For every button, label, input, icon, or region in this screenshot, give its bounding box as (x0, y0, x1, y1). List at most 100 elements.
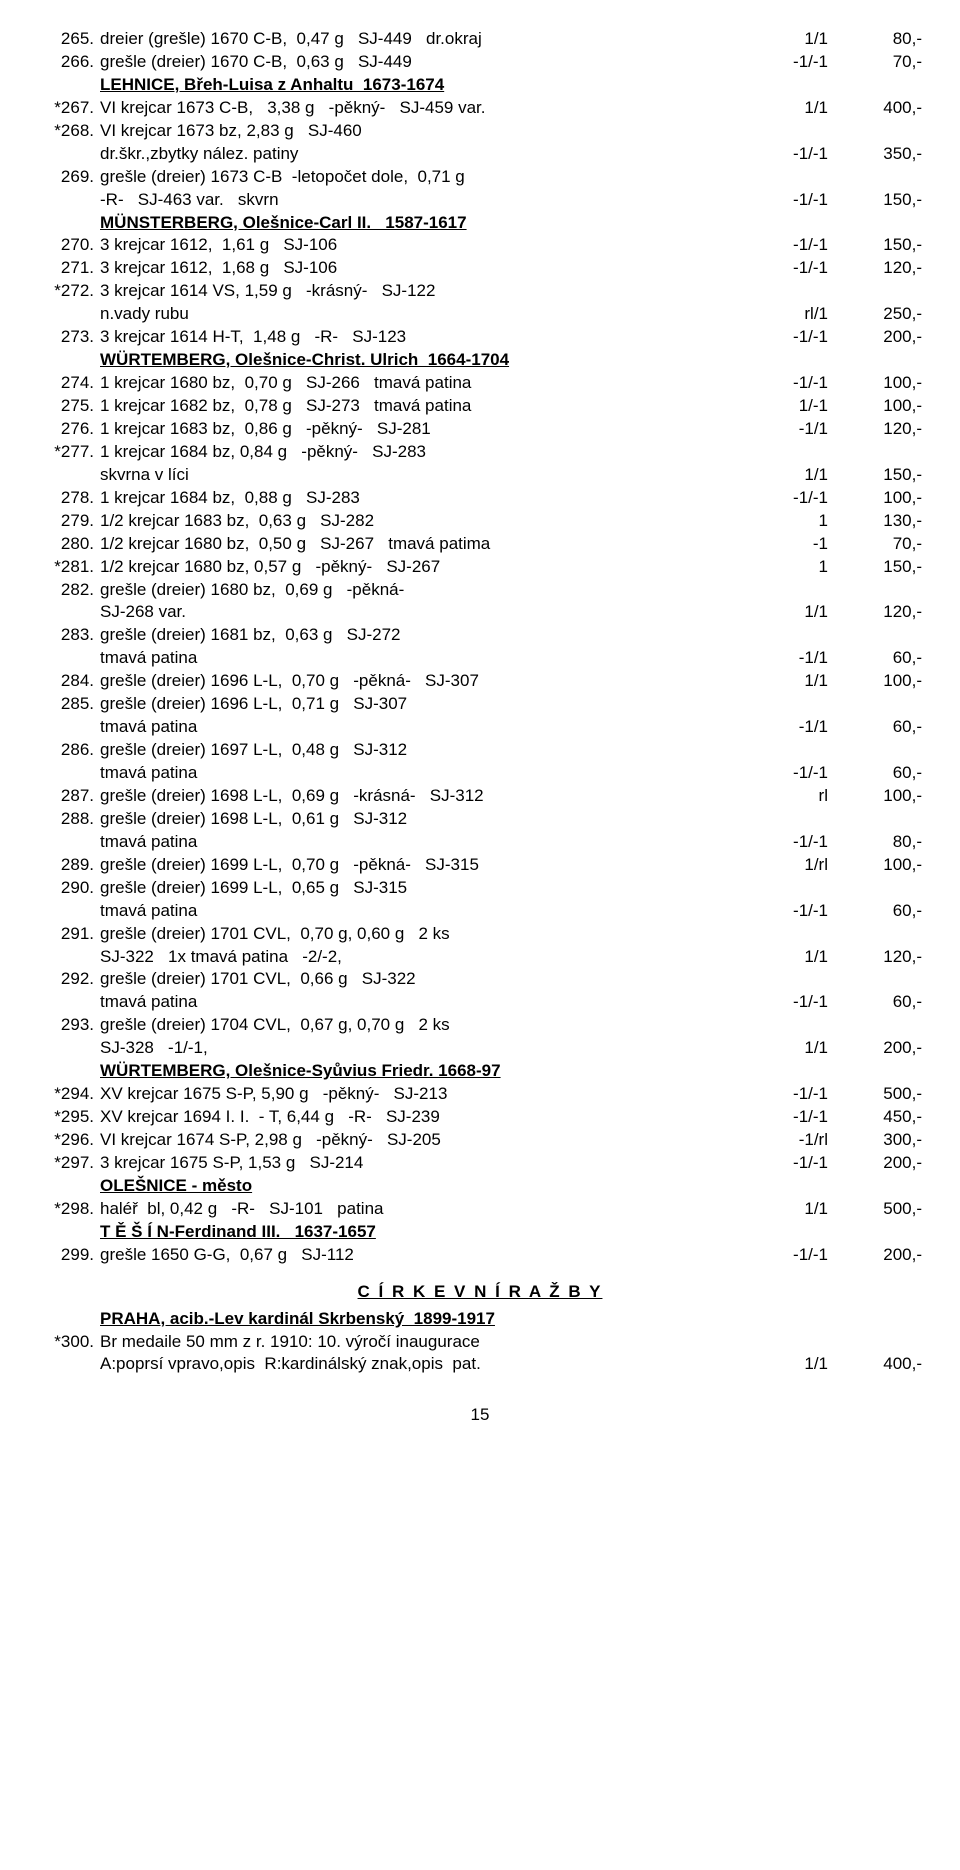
lot-grade (748, 212, 838, 235)
lot-description: -R- SJ-463 var. skvrn (100, 189, 748, 212)
catalog-row: 284.grešle (dreier) 1696 L-L, 0,70 g -pě… (38, 670, 922, 693)
catalog-row: 287.grešle (dreier) 1698 L-L, 0,69 g -kr… (38, 785, 922, 808)
lot-price (838, 968, 922, 991)
lot-grade: 1 (748, 510, 838, 533)
lot-number: 290. (38, 877, 100, 900)
lot-grade: 1/1 (748, 1037, 838, 1060)
lot-description: grešle (dreier) 1699 L-L, 0,65 g SJ-315 (100, 877, 748, 900)
lot-number: 282. (38, 579, 100, 602)
lot-number: 270. (38, 234, 100, 257)
lot-description: grešle (dreier) 1701 CVL, 0,70 g, 0,60 g… (100, 923, 748, 946)
lot-grade: rl/1 (748, 303, 838, 326)
lot-number: *281. (38, 556, 100, 579)
catalog-row: tmavá patina-1/160,- (38, 647, 922, 670)
lot-description: 1 krejcar 1684 bz, 0,84 g -pěkný- SJ-283 (100, 441, 748, 464)
section-title-center: C Í R K E V N Í R A Ž B Y (38, 1281, 922, 1304)
lot-grade (748, 968, 838, 991)
lot-number: *267. (38, 97, 100, 120)
catalog-row: 293.grešle (dreier) 1704 CVL, 0,67 g, 0,… (38, 1014, 922, 1037)
lot-price (838, 1014, 922, 1037)
lot-description: dr.škr.,zbytky nález. patiny (100, 143, 748, 166)
catalog-row: n.vady ruburl/1250,- (38, 303, 922, 326)
lot-price: 150,- (838, 234, 922, 257)
lot-description: PRAHA, acib.-Lev kardinál Skrbenský 1899… (100, 1308, 748, 1331)
lot-price (838, 1221, 922, 1244)
lot-number: 286. (38, 739, 100, 762)
lot-grade: 1/1 (748, 28, 838, 51)
lot-grade: -1/-1 (748, 762, 838, 785)
lot-number (38, 143, 100, 166)
lot-price (838, 1175, 922, 1198)
lot-description: n.vady rubu (100, 303, 748, 326)
lot-number (38, 464, 100, 487)
lot-grade: -1/-1 (748, 1083, 838, 1106)
lot-price (838, 808, 922, 831)
catalog-row: 279.1/2 krejcar 1683 bz, 0,63 g SJ-28211… (38, 510, 922, 533)
lot-grade: -1/-1 (748, 991, 838, 1014)
catalog-row: SJ-268 var.1/1120,- (38, 601, 922, 624)
lot-description: 3 krejcar 1614 H-T, 1,48 g -R- SJ-123 (100, 326, 748, 349)
lot-description: 3 krejcar 1612, 1,68 g SJ-106 (100, 257, 748, 280)
lot-number: 276. (38, 418, 100, 441)
lot-grade: 1/1 (748, 946, 838, 969)
lot-grade (748, 120, 838, 143)
lot-price: 120,- (838, 418, 922, 441)
lot-number: 274. (38, 372, 100, 395)
lot-grade: -1/1 (748, 418, 838, 441)
lot-price: 450,- (838, 1106, 922, 1129)
lot-price: 100,- (838, 372, 922, 395)
lot-price (838, 74, 922, 97)
lot-number (38, 831, 100, 854)
lot-price (838, 441, 922, 464)
lot-description: SJ-322 1x tmavá patina -2/-2, (100, 946, 748, 969)
lot-grade: -1 (748, 533, 838, 556)
lot-description: haléř bl, 0,42 g -R- SJ-101 patina (100, 1198, 748, 1221)
lot-description: dreier (grešle) 1670 C-B, 0,47 g SJ-449 … (100, 28, 748, 51)
lot-price: 350,- (838, 143, 922, 166)
lot-description: SJ-328 -1/-1, (100, 1037, 748, 1060)
catalog-row: 276.1 krejcar 1683 bz, 0,86 g -pěkný- SJ… (38, 418, 922, 441)
catalog-row: 292.grešle (dreier) 1701 CVL, 0,66 g SJ-… (38, 968, 922, 991)
lot-number: *272. (38, 280, 100, 303)
lot-grade (748, 877, 838, 900)
catalog-row: 269.grešle (dreier) 1673 C-B -letopočet … (38, 166, 922, 189)
lot-grade: -1/-1 (748, 326, 838, 349)
lot-description: grešle (dreier) 1673 C-B -letopočet dole… (100, 166, 748, 189)
catalog-row: A:poprsí vpravo,opis R:kardinálský znak,… (38, 1353, 922, 1376)
lot-price (838, 280, 922, 303)
lot-number: 273. (38, 326, 100, 349)
lot-number (38, 1037, 100, 1060)
lot-price: 60,- (838, 900, 922, 923)
lot-grade (748, 579, 838, 602)
lot-description: VI krejcar 1674 S-P, 2,98 g -pěkný- SJ-2… (100, 1129, 748, 1152)
lot-number: 291. (38, 923, 100, 946)
lot-grade: 1/1 (748, 464, 838, 487)
lot-grade: -1/1 (748, 647, 838, 670)
lot-number: 266. (38, 51, 100, 74)
lot-number (38, 1060, 100, 1083)
catalog-row: tmavá patina-1/-160,- (38, 991, 922, 1014)
catalog-row: 288.grešle (dreier) 1698 L-L, 0,61 g SJ-… (38, 808, 922, 831)
catalog-row: *298.haléř bl, 0,42 g -R- SJ-101 patina1… (38, 1198, 922, 1221)
lot-grade (748, 1331, 838, 1354)
catalog-row: 286.grešle (dreier) 1697 L-L, 0,48 g SJ-… (38, 739, 922, 762)
lot-grade: -1/-1 (748, 189, 838, 212)
lot-price: 100,- (838, 670, 922, 693)
catalog-row: *296.VI krejcar 1674 S-P, 2,98 g -pěkný-… (38, 1129, 922, 1152)
lot-description: grešle (dreier) 1697 L-L, 0,48 g SJ-312 (100, 739, 748, 762)
lot-price: 200,- (838, 1037, 922, 1060)
catalog-row: tmavá patina-1/160,- (38, 716, 922, 739)
lot-number: *294. (38, 1083, 100, 1106)
lot-price (838, 1331, 922, 1354)
lot-number: 278. (38, 487, 100, 510)
lot-price: 250,- (838, 303, 922, 326)
lot-grade: -1/-1 (748, 1244, 838, 1267)
lot-grade (748, 441, 838, 464)
lot-number: 279. (38, 510, 100, 533)
catalog-row: *277.1 krejcar 1684 bz, 0,84 g -pěkný- S… (38, 441, 922, 464)
lot-grade: 1/-1 (748, 395, 838, 418)
lot-price: 400,- (838, 1353, 922, 1376)
lot-number (38, 303, 100, 326)
catalog-row: 278.1 krejcar 1684 bz, 0,88 g SJ-283-1/-… (38, 487, 922, 510)
lot-price: 100,- (838, 785, 922, 808)
